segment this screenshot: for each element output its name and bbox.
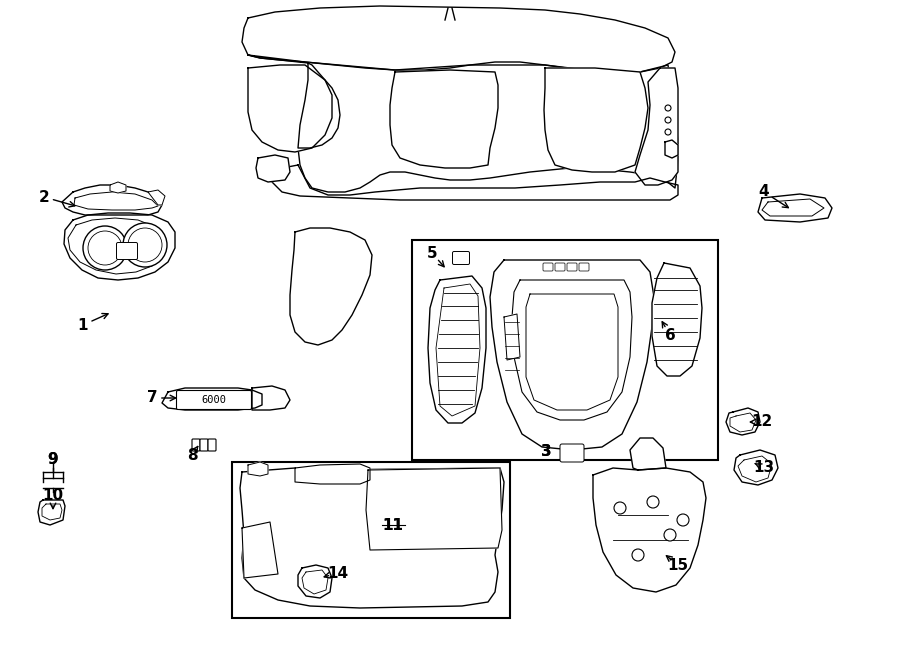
Polygon shape — [762, 199, 824, 216]
Circle shape — [128, 228, 162, 262]
Circle shape — [614, 502, 626, 514]
Polygon shape — [738, 456, 772, 482]
Text: 5: 5 — [427, 245, 437, 260]
Circle shape — [664, 529, 676, 541]
FancyBboxPatch shape — [453, 251, 470, 264]
Circle shape — [123, 223, 167, 267]
Polygon shape — [74, 192, 158, 210]
FancyBboxPatch shape — [208, 439, 216, 451]
Text: 4: 4 — [759, 184, 769, 200]
FancyBboxPatch shape — [560, 444, 584, 462]
Polygon shape — [504, 314, 520, 360]
Polygon shape — [302, 570, 328, 594]
Polygon shape — [428, 276, 486, 423]
Text: 14: 14 — [328, 566, 348, 580]
FancyBboxPatch shape — [200, 439, 208, 451]
Polygon shape — [272, 165, 678, 200]
Polygon shape — [248, 55, 678, 192]
Polygon shape — [512, 280, 632, 420]
Text: 7: 7 — [147, 391, 158, 405]
Text: 11: 11 — [382, 518, 403, 533]
FancyBboxPatch shape — [116, 243, 138, 260]
Bar — [232, 462, 510, 618]
Polygon shape — [726, 408, 760, 435]
Polygon shape — [298, 63, 340, 148]
Polygon shape — [248, 462, 268, 476]
Polygon shape — [665, 140, 678, 158]
FancyBboxPatch shape — [579, 263, 589, 271]
FancyBboxPatch shape — [555, 263, 565, 271]
Circle shape — [83, 226, 127, 270]
Polygon shape — [242, 6, 675, 74]
Text: 9: 9 — [48, 453, 58, 467]
Text: 12: 12 — [752, 414, 772, 430]
Text: 9: 9 — [48, 453, 58, 467]
Circle shape — [632, 549, 644, 561]
Polygon shape — [298, 565, 332, 598]
Polygon shape — [38, 500, 65, 525]
Bar — [412, 240, 718, 460]
Polygon shape — [290, 228, 372, 345]
Polygon shape — [436, 284, 480, 416]
Circle shape — [677, 514, 689, 526]
FancyBboxPatch shape — [192, 439, 200, 451]
Text: 1: 1 — [77, 317, 88, 332]
Text: 2: 2 — [39, 190, 50, 204]
Text: 6: 6 — [664, 327, 675, 342]
Polygon shape — [490, 260, 654, 450]
Polygon shape — [526, 294, 618, 410]
Polygon shape — [240, 468, 504, 608]
Polygon shape — [42, 504, 62, 520]
Polygon shape — [630, 438, 666, 470]
Circle shape — [665, 105, 671, 111]
Polygon shape — [256, 155, 290, 182]
Text: 8: 8 — [186, 447, 197, 463]
Text: 3: 3 — [541, 444, 552, 459]
Polygon shape — [544, 68, 648, 172]
FancyBboxPatch shape — [543, 263, 553, 271]
Polygon shape — [68, 218, 165, 274]
FancyBboxPatch shape — [567, 263, 577, 271]
Polygon shape — [64, 213, 175, 280]
Polygon shape — [652, 263, 702, 376]
Circle shape — [665, 117, 671, 123]
FancyBboxPatch shape — [176, 391, 251, 410]
Text: 3: 3 — [541, 444, 552, 459]
Polygon shape — [366, 468, 502, 550]
Text: 6000: 6000 — [202, 395, 227, 405]
Text: 15: 15 — [668, 557, 688, 572]
Polygon shape — [295, 464, 370, 484]
Circle shape — [647, 496, 659, 508]
Text: 13: 13 — [753, 461, 775, 475]
Polygon shape — [248, 65, 332, 152]
Polygon shape — [734, 450, 778, 485]
Text: 10: 10 — [42, 488, 64, 504]
Polygon shape — [730, 413, 756, 432]
Circle shape — [88, 231, 122, 265]
Polygon shape — [242, 522, 278, 578]
Polygon shape — [162, 388, 262, 410]
Polygon shape — [110, 182, 126, 193]
Text: 11: 11 — [382, 518, 403, 533]
Polygon shape — [148, 190, 165, 205]
Polygon shape — [758, 194, 832, 222]
Polygon shape — [635, 68, 678, 185]
Polygon shape — [390, 70, 498, 168]
Polygon shape — [62, 185, 162, 215]
Circle shape — [665, 129, 671, 135]
Polygon shape — [252, 386, 290, 410]
Polygon shape — [593, 468, 706, 592]
